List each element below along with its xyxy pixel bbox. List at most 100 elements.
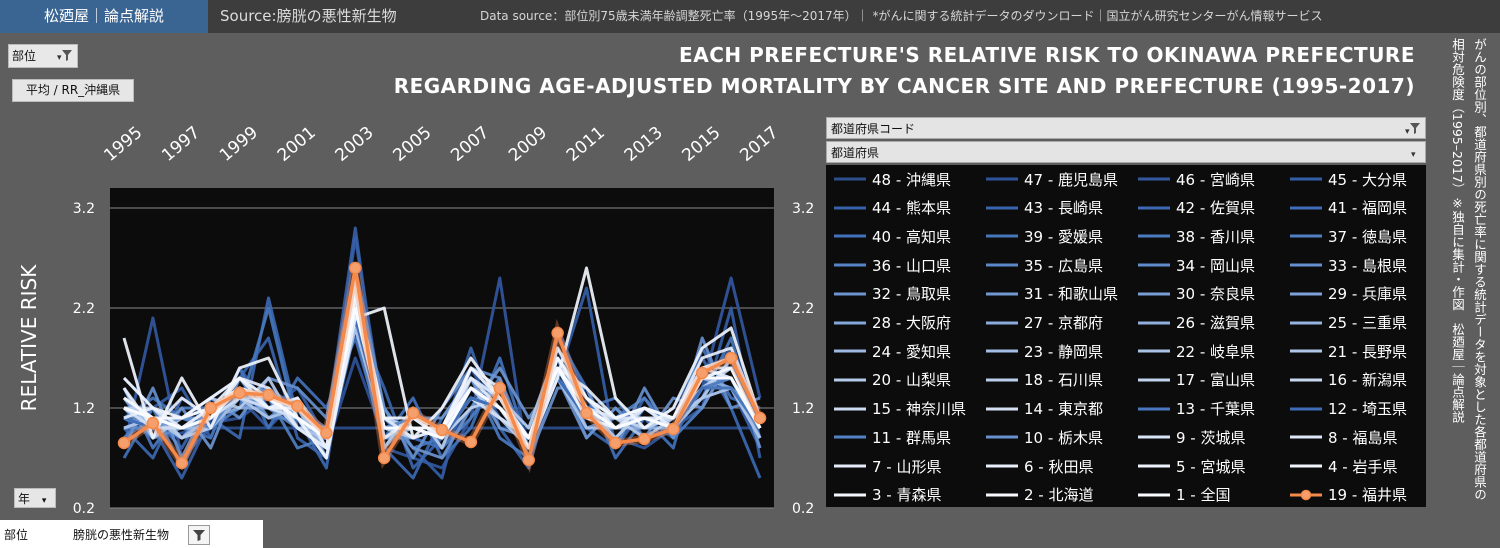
legend-label: 3 - 青森県 <box>872 486 942 505</box>
legend-label: 7 - 山形県 <box>872 457 942 476</box>
legend-item[interactable]: 27 - 京都府 <box>984 312 1103 334</box>
legend-item[interactable]: 24 - 愛知県 <box>832 340 951 362</box>
legend-item[interactable]: 11 - 群馬県 <box>832 426 951 448</box>
legend-item[interactable]: 4 - 岩手県 <box>1288 455 1398 477</box>
legend-swatch <box>834 407 866 411</box>
y-tick-label-right: 0.2 <box>792 501 814 517</box>
legend-item[interactable]: 22 - 岐阜県 <box>1136 340 1255 362</box>
legend-item[interactable]: 26 - 滋賀県 <box>1136 312 1255 334</box>
legend-label: 25 - 三重県 <box>1328 314 1408 332</box>
legend-swatch <box>1290 321 1322 324</box>
legend-item[interactable]: 31 - 和歌山県 <box>984 283 1118 305</box>
legend-swatch <box>834 263 866 267</box>
legend-label: 23 - 静岡県 <box>1024 342 1104 361</box>
legend-item[interactable]: 1 - 全国 <box>1136 484 1231 506</box>
site-filter-label: 部位 <box>12 49 37 63</box>
title-line-1: EACH PREFECTURE'S RELATIVE RISK TO OKINA… <box>679 43 1415 67</box>
legend-label: 16 - 新潟県 <box>1328 371 1408 390</box>
legend-label: 15 - 神奈川県 <box>872 400 967 419</box>
legend-item[interactable]: 14 - 東京都 <box>984 398 1103 420</box>
legend-swatch <box>834 292 866 296</box>
year-filter-button[interactable]: 年 ▾ <box>14 488 56 508</box>
legend-item[interactable]: 30 - 奈良県 <box>1136 283 1255 305</box>
legend-item[interactable]: 33 - 島根県 <box>1288 254 1407 276</box>
legend-swatch <box>986 464 1018 468</box>
legend-item[interactable]: 13 - 千葉県 <box>1136 398 1255 420</box>
legend-item[interactable]: 38 - 香川県 <box>1136 225 1255 247</box>
legend-label: 38 - 香川県 <box>1176 227 1256 246</box>
highlight-point <box>753 411 767 425</box>
y-axis-label: RELATIVE RISK <box>17 264 41 412</box>
chevron-down-icon: ▾ <box>41 496 47 506</box>
prefecture-slicer-label: 都道府県 <box>831 146 880 160</box>
legend-item[interactable]: 46 - 宮崎県 <box>1136 168 1255 190</box>
legend-item[interactable]: 15 - 神奈川県 <box>832 398 966 420</box>
legend-swatch <box>1138 292 1170 296</box>
legend-item[interactable]: 41 - 福岡県 <box>1288 197 1407 219</box>
filter-icon: ▾ <box>1405 123 1420 136</box>
legend-item[interactable]: 9 - 茨城県 <box>1136 426 1246 448</box>
site-filter-button[interactable]: 部位 ▾ <box>8 44 78 68</box>
legend-item[interactable]: 25 - 三重県 <box>1288 312 1407 334</box>
legend-swatch <box>1290 206 1322 210</box>
legend-item[interactable]: 17 - 富山県 <box>1136 369 1255 391</box>
legend-swatch <box>1290 292 1322 296</box>
legend-item[interactable]: 6 - 秋田県 <box>984 455 1094 477</box>
x-tick-label: 2011 <box>563 123 609 166</box>
legend-label: 19 - 福井県 <box>1328 486 1408 505</box>
legend-item[interactable]: 37 - 徳島県 <box>1288 225 1407 247</box>
legend-item[interactable]: 3 - 青森県 <box>832 484 942 506</box>
x-tick-label: 2015 <box>679 123 725 166</box>
legend-item[interactable]: 12 - 埼玉県 <box>1288 398 1407 420</box>
brand-label: 松廼屋｜論点解説 <box>0 0 208 33</box>
source-label: Source:膀胱の悪性新生物 <box>220 7 397 25</box>
highlight-point <box>233 386 246 400</box>
x-tick-label: 2005 <box>389 123 435 166</box>
highlight-point <box>493 381 507 395</box>
series-lines <box>122 226 762 480</box>
legend-item[interactable]: 42 - 佐賀県 <box>1136 197 1255 219</box>
legend-item[interactable]: 47 - 鹿児島県 <box>984 168 1118 190</box>
filter-icon[interactable] <box>188 525 210 545</box>
legend-swatch <box>986 378 1018 382</box>
legend-label: 6 - 秋田県 <box>1024 457 1094 476</box>
prefecture-slicer[interactable]: 都道府県 ▾ <box>826 141 1426 163</box>
legend-item[interactable]: 40 - 高知県 <box>832 225 951 247</box>
legend-item[interactable]: 8 - 福島県 <box>1288 426 1398 448</box>
legend-item[interactable]: 32 - 鳥取県 <box>832 283 951 305</box>
legend-item[interactable]: 34 - 岡山県 <box>1136 254 1255 276</box>
prefecture-code-slicer[interactable]: 都道府県コード ▾ <box>826 117 1426 139</box>
legend-item[interactable]: 10 - 栃木県 <box>984 426 1103 448</box>
legend-label: 1 - 全国 <box>1176 486 1231 505</box>
legend-swatch <box>1290 263 1322 267</box>
legend-item[interactable]: 44 - 熊本県 <box>832 197 951 219</box>
legend-item[interactable]: 36 - 山口県 <box>832 254 951 276</box>
legend-item[interactable]: 45 - 大分県 <box>1288 168 1407 190</box>
highlight-point <box>695 366 709 380</box>
legend-label: 43 - 長崎県 <box>1024 199 1104 218</box>
legend-item[interactable]: 48 - 沖縄県 <box>832 168 951 190</box>
legend-item[interactable]: 20 - 山梨県 <box>832 369 951 391</box>
legend-item[interactable]: 39 - 愛媛県 <box>984 225 1103 247</box>
legend-label: 26 - 滋賀県 <box>1176 314 1256 332</box>
legend-item[interactable]: 21 - 長野県 <box>1288 340 1407 362</box>
legend-item[interactable]: 43 - 長崎県 <box>984 197 1103 219</box>
highlight-point <box>580 406 593 420</box>
legend-label: 8 - 福島県 <box>1328 428 1398 447</box>
legend-item[interactable]: 18 - 石川県 <box>984 369 1103 391</box>
highlight-series <box>117 261 767 474</box>
highlight-point <box>464 435 478 449</box>
legend-item[interactable]: 7 - 山形県 <box>832 455 942 477</box>
legend-item[interactable]: 35 - 広島県 <box>984 254 1103 276</box>
legend-item[interactable]: 2 - 北海道 <box>984 484 1094 506</box>
legend-label: 27 - 京都府 <box>1024 314 1104 332</box>
legend-item[interactable]: 19 - 福井県 <box>1288 484 1407 506</box>
legend-item[interactable]: 28 - 大阪府 <box>832 312 951 334</box>
legend-item[interactable]: 29 - 兵庫県 <box>1288 283 1407 305</box>
average-rr-button[interactable]: 平均 / RR_沖縄県 <box>12 79 134 102</box>
legend-label: 39 - 愛媛県 <box>1024 227 1104 246</box>
legend-item[interactable]: 5 - 宮城県 <box>1136 455 1246 477</box>
legend-item[interactable]: 23 - 静岡県 <box>984 340 1103 362</box>
legend-item[interactable]: 16 - 新潟県 <box>1288 369 1407 391</box>
legend-swatch <box>986 493 1018 497</box>
